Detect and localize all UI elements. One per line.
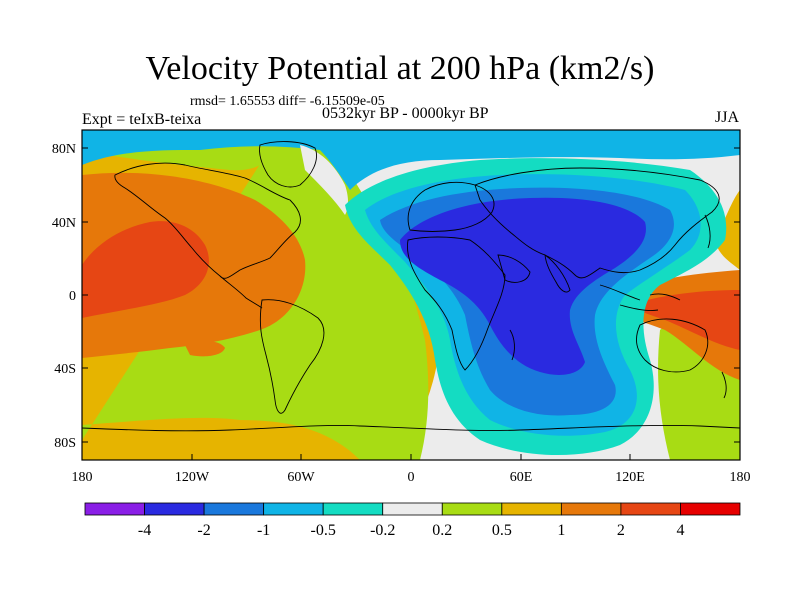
coastline-greenland bbox=[259, 141, 317, 188]
season-label: JJA bbox=[715, 109, 740, 126]
x-tick-label-0: 0 bbox=[408, 470, 415, 485]
colorbar-box bbox=[680, 502, 741, 516]
colorbar-label: -1 bbox=[257, 522, 270, 539]
colorbar-label: 1 bbox=[557, 522, 565, 539]
coastline-australia bbox=[636, 318, 709, 373]
coastline-india bbox=[544, 254, 571, 293]
contour-band-neg4-neg2 bbox=[400, 197, 646, 375]
colorbar-boxes bbox=[84, 502, 741, 516]
contour-band-p2-p4-pacific bbox=[82, 221, 209, 318]
x-tick-label-120w: 120W bbox=[175, 470, 210, 485]
coastline-new-zealand bbox=[721, 371, 727, 399]
coastline-asia bbox=[474, 167, 720, 279]
y-tick-label-40s: 40S bbox=[54, 362, 76, 377]
coastline-madagascar bbox=[509, 329, 515, 361]
colorbar-box bbox=[620, 502, 681, 516]
colorbar-labels: -4 -2 -1 -0.5 -0.2 0.2 0.5 1 2 4 bbox=[138, 522, 685, 539]
rmsd-diff-text: rmsd= 1.65553 diff= -6.15509e-05 bbox=[190, 94, 385, 109]
y-tick-label-80s: 80S bbox=[54, 436, 76, 451]
x-tick-label-180e: 180 bbox=[730, 470, 751, 485]
y-tick-label-40n: 40N bbox=[52, 216, 76, 231]
x-tick-label-120e: 120E bbox=[615, 470, 645, 485]
period-label: 0532kyr BP - 0000kyr BP bbox=[322, 105, 489, 122]
colorbar-box bbox=[84, 502, 145, 516]
colorbar-box bbox=[382, 502, 443, 516]
coastline-antarctica bbox=[82, 425, 740, 432]
colorbar-box bbox=[501, 502, 562, 516]
coastline-europe bbox=[407, 181, 495, 232]
colorbar-label: 4 bbox=[676, 522, 684, 539]
colorbar-box bbox=[203, 502, 265, 516]
colorbar-label: -4 bbox=[138, 522, 151, 539]
coastlines bbox=[82, 141, 740, 432]
colorbar-box bbox=[560, 502, 622, 516]
coastline-japan bbox=[704, 214, 711, 249]
colorbar-label: -2 bbox=[197, 522, 210, 539]
coastline-arabia bbox=[497, 254, 531, 283]
x-tick-label-60w: 60W bbox=[287, 470, 315, 485]
coastline-africa bbox=[407, 236, 506, 371]
x-tick-label-180w: 180 bbox=[72, 470, 93, 485]
y-axis bbox=[82, 147, 740, 443]
colorbar-label: 0.2 bbox=[432, 522, 452, 539]
colorbar: -4 -2 -1 -0.5 -0.2 0.2 0.5 1 2 4 bbox=[84, 502, 741, 539]
contour-band-p2-p4-westpacific bbox=[630, 290, 740, 350]
contour-band-p05-p1-east-edge bbox=[715, 190, 740, 270]
x-axis bbox=[81, 454, 741, 460]
contour-field bbox=[82, 130, 740, 460]
colorbar-box bbox=[144, 502, 205, 516]
colorbar-label: -0.2 bbox=[370, 522, 395, 539]
x-tick-label-60e: 60E bbox=[510, 470, 533, 485]
y-tick-label-0: 0 bbox=[69, 289, 76, 304]
colorbar-label: -0.5 bbox=[311, 522, 336, 539]
y-tick-label-80n: 80N bbox=[52, 142, 76, 157]
colorbar-box bbox=[263, 502, 324, 516]
colorbar-label: 0.5 bbox=[492, 522, 512, 539]
colorbar-box bbox=[322, 502, 384, 516]
coastline-north-america bbox=[114, 162, 301, 279]
colorbar-box bbox=[441, 502, 503, 516]
colorbar-label: 2 bbox=[617, 522, 625, 539]
coastline-south-america bbox=[259, 299, 325, 414]
map-title: Velocity Potential at 200 hPa (km2/s) bbox=[145, 50, 655, 87]
experiment-label: Expt = teIxB-teixa bbox=[82, 111, 202, 128]
contour-band-p1-p2-patch bbox=[185, 340, 225, 357]
contour-band-neg1-neg05-arctic bbox=[82, 130, 740, 190]
coastline-central-america bbox=[219, 275, 263, 309]
coastline-southeast-asia bbox=[599, 284, 681, 311]
contour-band-near-zero-arctic-ribbon bbox=[300, 145, 349, 215]
